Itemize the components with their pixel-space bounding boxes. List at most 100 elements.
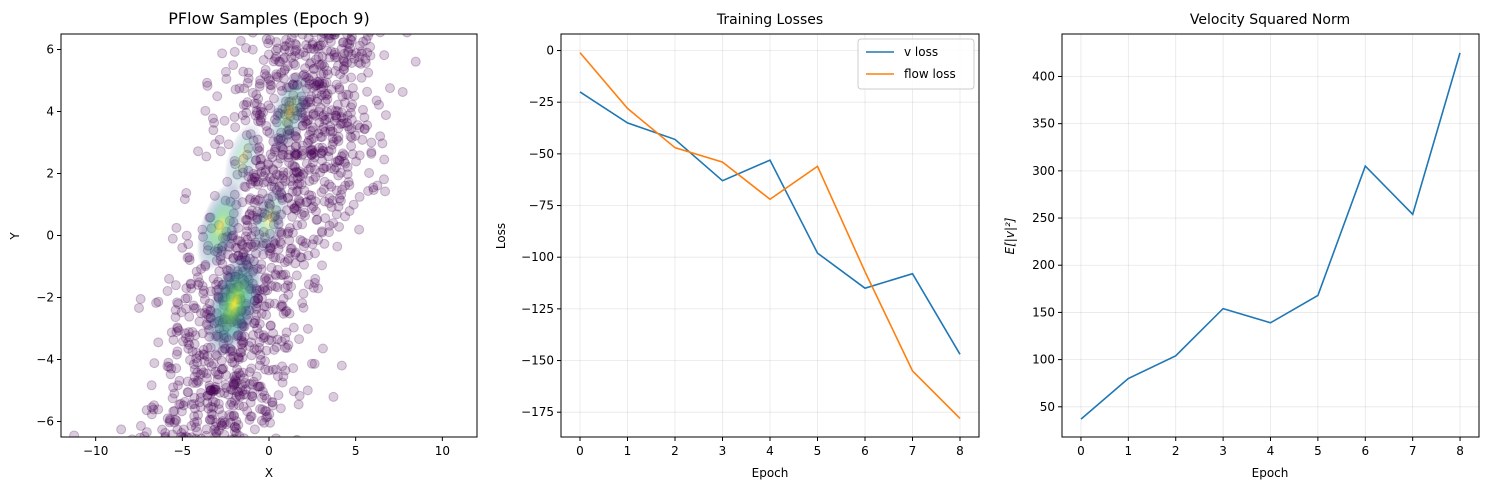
scatter-point: [291, 270, 302, 281]
scatter-point: [318, 146, 329, 157]
scatter-point: [316, 148, 327, 159]
scatter-point: [275, 238, 286, 249]
scatter-point: [336, 151, 347, 162]
scatter-point: [342, 38, 353, 49]
scatter-point: [309, 358, 320, 369]
scatter-point: [297, 219, 308, 230]
scatter-point: [254, 337, 265, 348]
scatter-point: [283, 253, 294, 264]
scatter-point: [309, 164, 320, 175]
scatter-point: [237, 352, 248, 363]
scatter-point: [245, 397, 256, 408]
scatter-point: [259, 332, 270, 343]
scatter-point: [272, 371, 283, 382]
scatter-point: [298, 168, 309, 179]
scatter-point: [338, 53, 349, 64]
scatter-point: [236, 239, 247, 250]
scatter-point: [260, 364, 271, 375]
scatter-point: [283, 167, 294, 178]
scatter-point: [318, 110, 329, 121]
scatter-point: [317, 343, 328, 354]
scatter-point: [307, 157, 318, 168]
scatter-point: [346, 49, 357, 60]
scatter-point: [207, 386, 218, 397]
scatter-point: [183, 337, 194, 348]
scatter-point: [196, 433, 207, 437]
scatter-point: [380, 110, 391, 121]
scatter-point: [339, 73, 350, 84]
scatter-point: [254, 360, 265, 371]
scatter-point: [334, 82, 345, 93]
scatter-point: [317, 131, 328, 142]
scatter-point: [307, 144, 318, 155]
scatter-point: [184, 332, 195, 343]
scatter-point: [362, 120, 373, 131]
scatter-point: [297, 298, 308, 309]
scatter-point: [291, 166, 302, 177]
scatter-point: [342, 161, 353, 172]
scatter-point: [298, 241, 309, 252]
scatter-point: [323, 146, 334, 157]
scatter-point: [306, 190, 317, 201]
scatter-point: [245, 337, 256, 348]
scatter-point: [302, 137, 313, 148]
scatter-point: [289, 167, 300, 178]
scatter-point: [319, 114, 330, 125]
scatter-point: [208, 125, 219, 136]
scatter-point: [270, 252, 281, 263]
scatter-point: [332, 241, 343, 252]
scatter-point: [255, 115, 266, 126]
scatter-point: [305, 126, 316, 137]
scatter-point: [231, 386, 242, 397]
scatter-point: [331, 185, 342, 196]
scatter-point: [308, 63, 319, 74]
scatter-point: [178, 400, 189, 411]
scatter-point: [261, 71, 272, 82]
scatter-point: [242, 406, 253, 417]
scatter-point: [297, 145, 308, 156]
scatter-point: [286, 281, 297, 292]
scatter-point: [330, 110, 341, 121]
y-axis-label: Loss: [494, 223, 508, 249]
scatter-point: [211, 417, 222, 428]
scatter-point: [279, 65, 290, 76]
scatter-point: [275, 153, 286, 164]
scatter-point: [202, 351, 213, 362]
scatter-point: [228, 400, 239, 411]
scatter-point: [221, 382, 232, 393]
scatter-point: [229, 375, 240, 386]
scatter-point: [302, 385, 313, 396]
scatter-point: [309, 148, 320, 159]
scatter-point: [331, 110, 342, 121]
scatter-point: [135, 420, 146, 431]
scatter-point: [228, 378, 239, 389]
scatter-point: [164, 415, 175, 426]
scatter-point: [189, 364, 200, 375]
scatter-point: [259, 68, 270, 79]
scatter-point: [243, 73, 254, 84]
chart-title: Training Losses: [716, 12, 823, 28]
scatter-point: [230, 421, 241, 432]
scatter-point: [299, 185, 310, 196]
y-tick-label: −2: [36, 291, 54, 305]
scatter-point: [302, 43, 313, 54]
scatter-point: [236, 347, 247, 358]
scatter-point: [194, 277, 205, 288]
scatter-point: [366, 137, 377, 148]
scatter-point: [341, 57, 352, 68]
scatter-point: [205, 415, 216, 426]
scatter-point: [247, 87, 258, 98]
scatter-point: [255, 349, 266, 360]
scatter-point: [261, 412, 272, 423]
scatter-point: [326, 34, 337, 41]
scatter-point: [327, 139, 338, 150]
scatter-point: [219, 429, 230, 437]
scatter-point: [363, 67, 374, 78]
scatter-point: [201, 373, 212, 384]
scatter-point: [329, 115, 340, 126]
scatter-point: [229, 433, 239, 437]
scatter-point: [201, 368, 212, 379]
scatter-point: [268, 56, 279, 67]
scatter-point: [235, 370, 246, 381]
